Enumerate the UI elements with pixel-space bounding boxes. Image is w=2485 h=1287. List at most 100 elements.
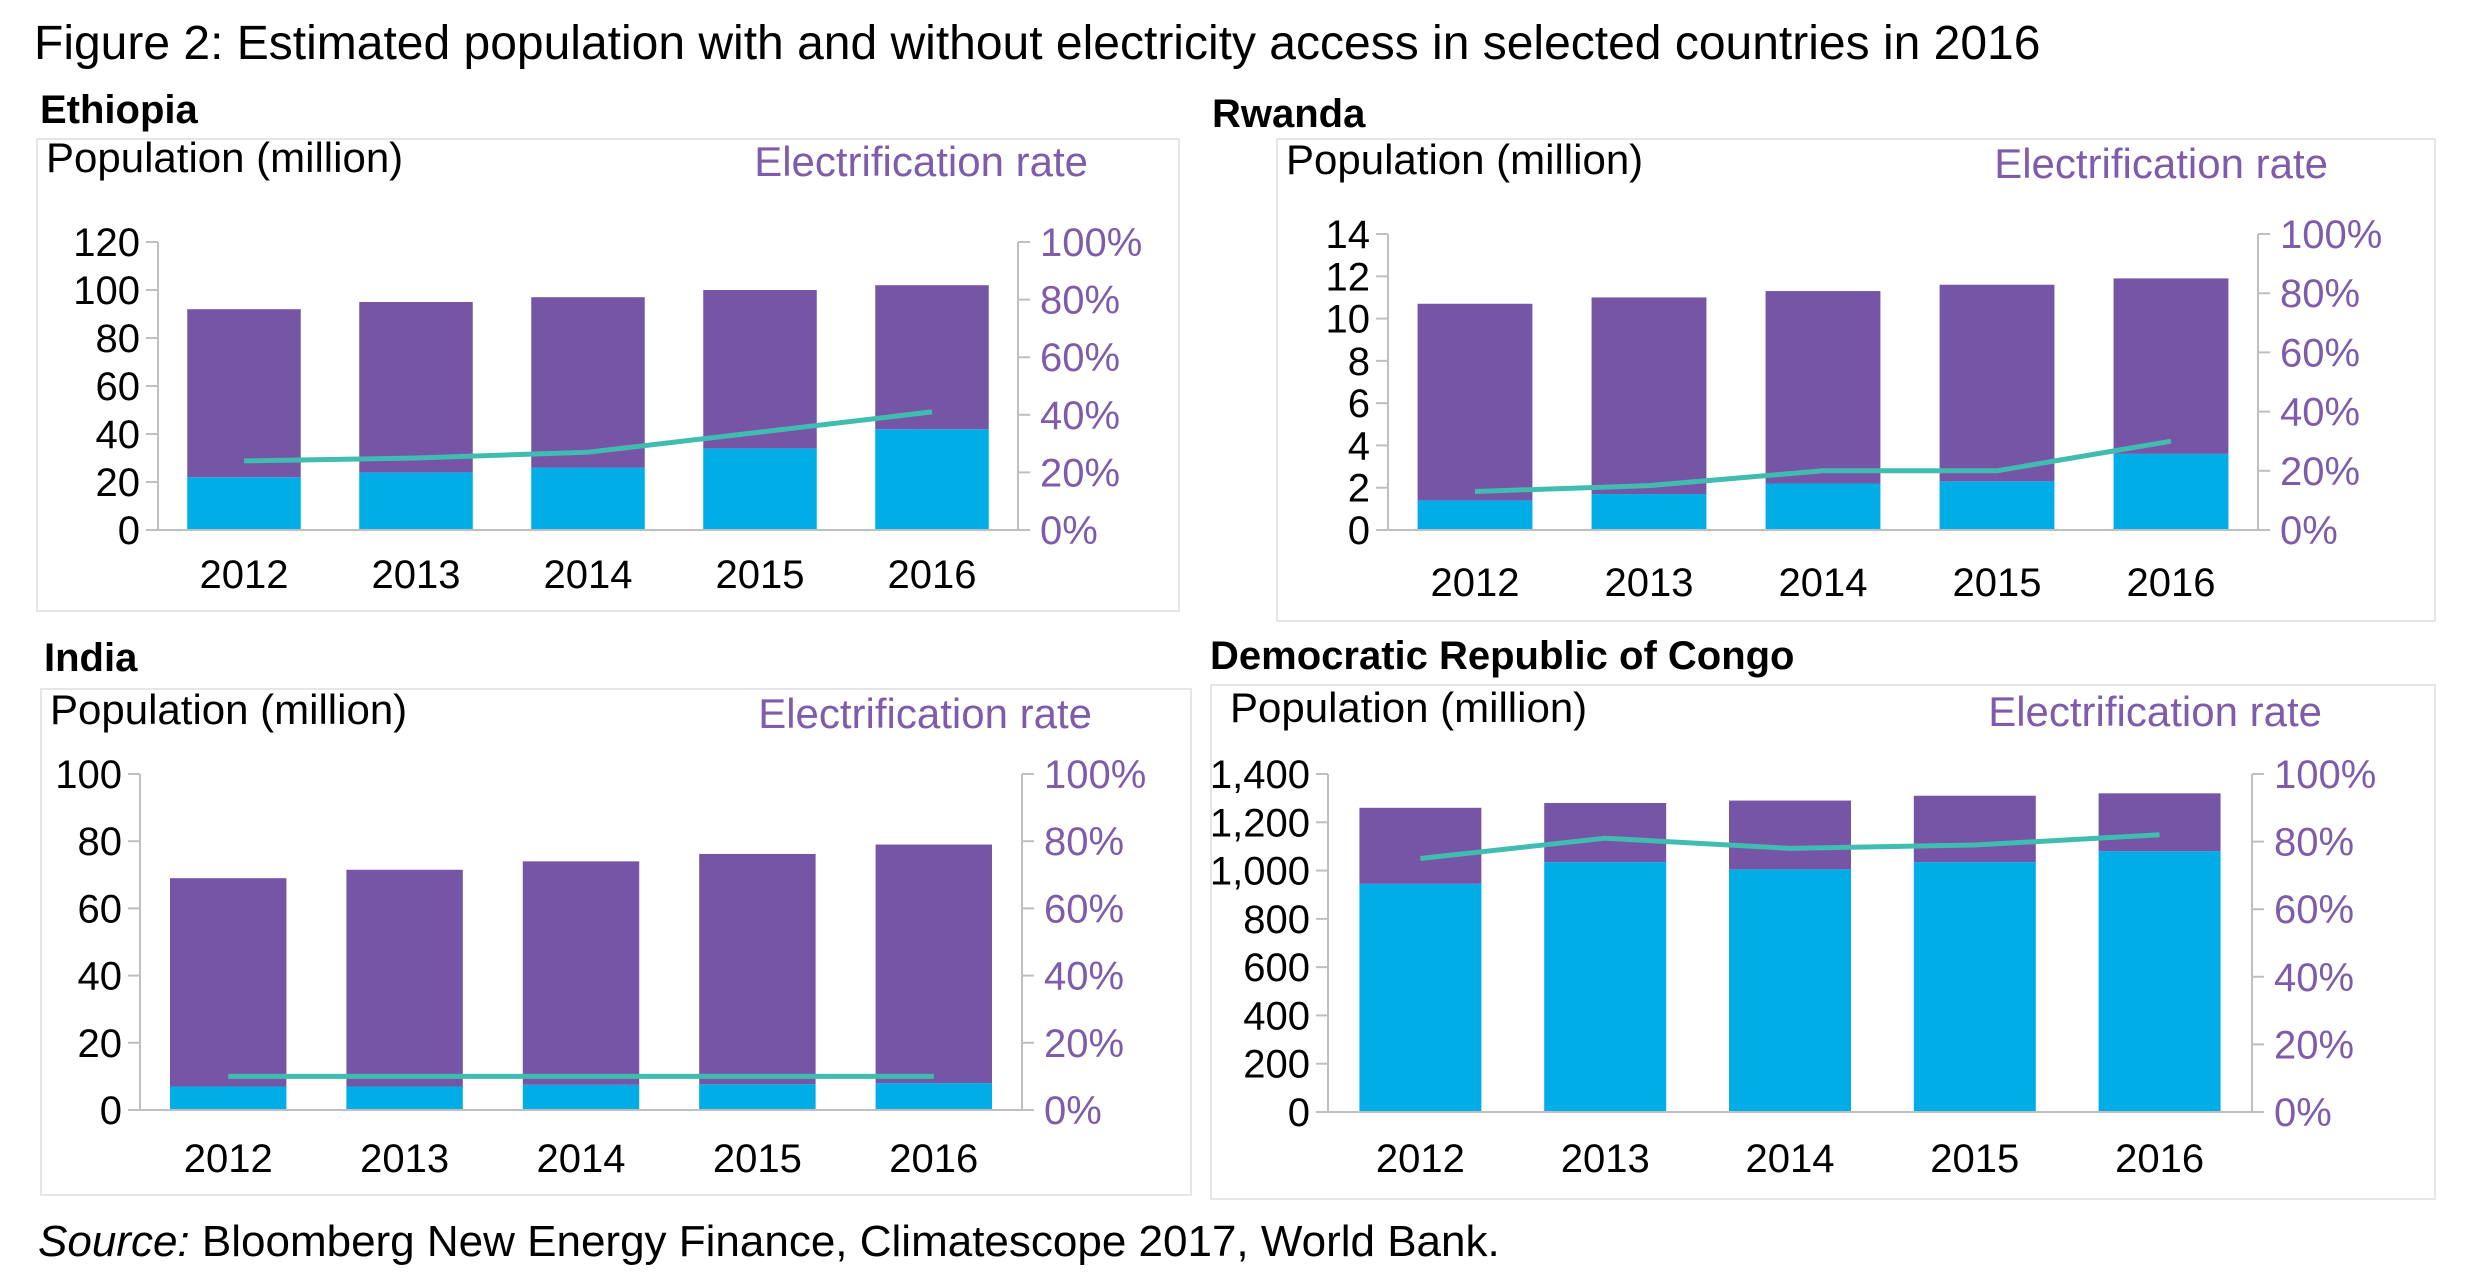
y-tick-label: 800 bbox=[1243, 898, 1310, 942]
panel-title-rwanda: Rwanda bbox=[1212, 92, 1366, 136]
source-note: Source: Bloomberg New Energy Finance, Cl… bbox=[38, 1214, 1500, 1270]
x-tick-label: 2016 bbox=[888, 553, 977, 597]
y-axis-title: Population (million) bbox=[1286, 140, 1643, 183]
bar-without-access-2012 bbox=[1359, 807, 1482, 884]
chart-svg: Population (million) Electrification rate… bbox=[1212, 686, 2376, 1181]
bar-without-access-2015 bbox=[1913, 795, 2036, 863]
y2-tick-label: 40% bbox=[2274, 956, 2354, 1000]
y2-tick-label: 60% bbox=[2274, 888, 2354, 932]
y2-tick-label: 20% bbox=[1044, 1022, 1124, 1066]
y-tick-label: 80 bbox=[96, 317, 141, 361]
y-tick-label: 200 bbox=[1243, 1043, 1310, 1087]
y-axis-title: Population (million) bbox=[1230, 686, 1587, 731]
bar-without-access-2014 bbox=[522, 861, 640, 1085]
y2-tick-label: 40% bbox=[2280, 391, 2360, 435]
y2-tick-label: 80% bbox=[2274, 821, 2354, 865]
chart-india: Population (million) Electrification rate… bbox=[40, 688, 1192, 1196]
panel-title-ethiopia: Ethiopia bbox=[40, 88, 198, 132]
y-tick-label: 4 bbox=[1348, 424, 1370, 468]
electrification-rate-line bbox=[1420, 832, 2160, 861]
source-text: Bloomberg New Energy Finance, Climatesco… bbox=[201, 1217, 1500, 1266]
bar-with-access-2013 bbox=[346, 1086, 463, 1110]
bar-with-access-2016 bbox=[875, 429, 989, 530]
y-tick-label: 12 bbox=[1326, 255, 1371, 299]
bar-without-access-2016 bbox=[875, 285, 989, 430]
y2-tick-label: 60% bbox=[1040, 336, 1120, 380]
x-tick-label: 2014 bbox=[544, 553, 633, 597]
y-tick-label: 20 bbox=[96, 461, 141, 505]
bar-with-access-2015 bbox=[703, 448, 817, 530]
y-tick-label: 80 bbox=[78, 820, 123, 864]
y2-tick-label: 80% bbox=[1044, 820, 1124, 864]
bar-without-access-2015 bbox=[703, 290, 817, 449]
x-tick-label: 2013 bbox=[1605, 561, 1694, 605]
bar-without-access-2015 bbox=[1939, 284, 2055, 482]
y2-tick-label: 0% bbox=[2280, 509, 2338, 553]
y2-tick-label: 20% bbox=[2280, 450, 2360, 494]
y-tick-label: 8 bbox=[1348, 340, 1370, 384]
y-axis-title: Population (million) bbox=[46, 140, 403, 181]
bar-with-access-2016 bbox=[875, 1083, 993, 1110]
x-tick-label: 2016 bbox=[889, 1137, 978, 1181]
chart-svg: Population (million) Electrification rate… bbox=[50, 690, 1146, 1181]
y2-tick-label: 80% bbox=[2280, 272, 2360, 316]
x-tick-label: 2013 bbox=[1561, 1137, 1650, 1181]
bar-without-access-2013 bbox=[1591, 297, 1707, 495]
y2-tick-label: 40% bbox=[1044, 955, 1124, 999]
bar-with-access-2014 bbox=[531, 467, 645, 530]
panel-title-india: India bbox=[44, 636, 138, 680]
x-tick-label: 2014 bbox=[537, 1137, 626, 1181]
y-tick-label: 60 bbox=[96, 365, 141, 409]
x-tick-label: 2013 bbox=[360, 1137, 449, 1181]
y2-tick-label: 60% bbox=[1044, 887, 1124, 931]
y-tick-label: 600 bbox=[1243, 946, 1310, 990]
chart-svg: Population (million) Electrification rate… bbox=[1286, 140, 2382, 605]
x-tick-label: 2016 bbox=[2115, 1137, 2204, 1181]
y2-tick-label: 100% bbox=[1040, 221, 1142, 265]
chart-rwanda: Population (million) Electrification rate… bbox=[1276, 138, 2436, 622]
y-tick-label: 100 bbox=[73, 269, 140, 313]
y2-axis-title: Electrification rate bbox=[1988, 688, 2322, 735]
y-tick-label: 10 bbox=[1326, 298, 1371, 342]
y-tick-label: 1,200 bbox=[1212, 801, 1310, 845]
x-tick-label: 2012 bbox=[1431, 561, 1520, 605]
bar-without-access-2015 bbox=[699, 853, 816, 1085]
bar-with-access-2012 bbox=[1359, 883, 1482, 1112]
bar-with-access-2014 bbox=[1729, 869, 1851, 1112]
y2-axis-title: Electrification rate bbox=[758, 690, 1092, 737]
y-tick-label: 1,400 bbox=[1212, 753, 1310, 797]
bar-with-access-2013 bbox=[1591, 494, 1707, 530]
y-tick-label: 14 bbox=[1326, 213, 1371, 257]
y2-axis-title: Electrification rate bbox=[1994, 140, 2328, 187]
y-tick-label: 1,000 bbox=[1212, 850, 1310, 894]
bar-without-access-2012 bbox=[169, 878, 287, 1087]
y-tick-label: 120 bbox=[73, 221, 140, 265]
bar-without-access-2012 bbox=[1417, 303, 1533, 501]
y-tick-label: 2 bbox=[1348, 467, 1370, 511]
bar-with-access-2012 bbox=[169, 1086, 287, 1110]
electrification-rate-line bbox=[243, 409, 933, 464]
electrification-rate-line bbox=[1474, 438, 2172, 494]
x-tick-label: 2013 bbox=[372, 553, 461, 597]
x-tick-label: 2015 bbox=[1953, 561, 2042, 605]
y-tick-label: 100 bbox=[55, 753, 122, 797]
y2-axis-title: Electrification rate bbox=[754, 140, 1088, 185]
bar-with-access-2016 bbox=[2098, 851, 2221, 1112]
y-tick-label: 40 bbox=[96, 413, 141, 457]
bar-with-access-2014 bbox=[1765, 483, 1881, 530]
y2-tick-label: 80% bbox=[1040, 279, 1120, 323]
y-tick-label: 40 bbox=[78, 955, 123, 999]
bar-without-access-2016 bbox=[2113, 278, 2229, 454]
y-tick-label: 0 bbox=[100, 1089, 122, 1133]
bar-with-access-2013 bbox=[359, 472, 473, 530]
y2-tick-label: 40% bbox=[1040, 394, 1120, 438]
y-tick-label: 0 bbox=[118, 509, 140, 553]
x-tick-label: 2015 bbox=[716, 553, 805, 597]
y-tick-label: 0 bbox=[1288, 1091, 1310, 1135]
bar-without-access-2016 bbox=[875, 844, 993, 1084]
x-tick-label: 2012 bbox=[200, 553, 289, 597]
bar-without-access-2014 bbox=[1729, 800, 1851, 870]
x-tick-label: 2014 bbox=[1779, 561, 1868, 605]
bar-without-access-2013 bbox=[359, 302, 473, 473]
y-tick-label: 0 bbox=[1348, 509, 1370, 553]
